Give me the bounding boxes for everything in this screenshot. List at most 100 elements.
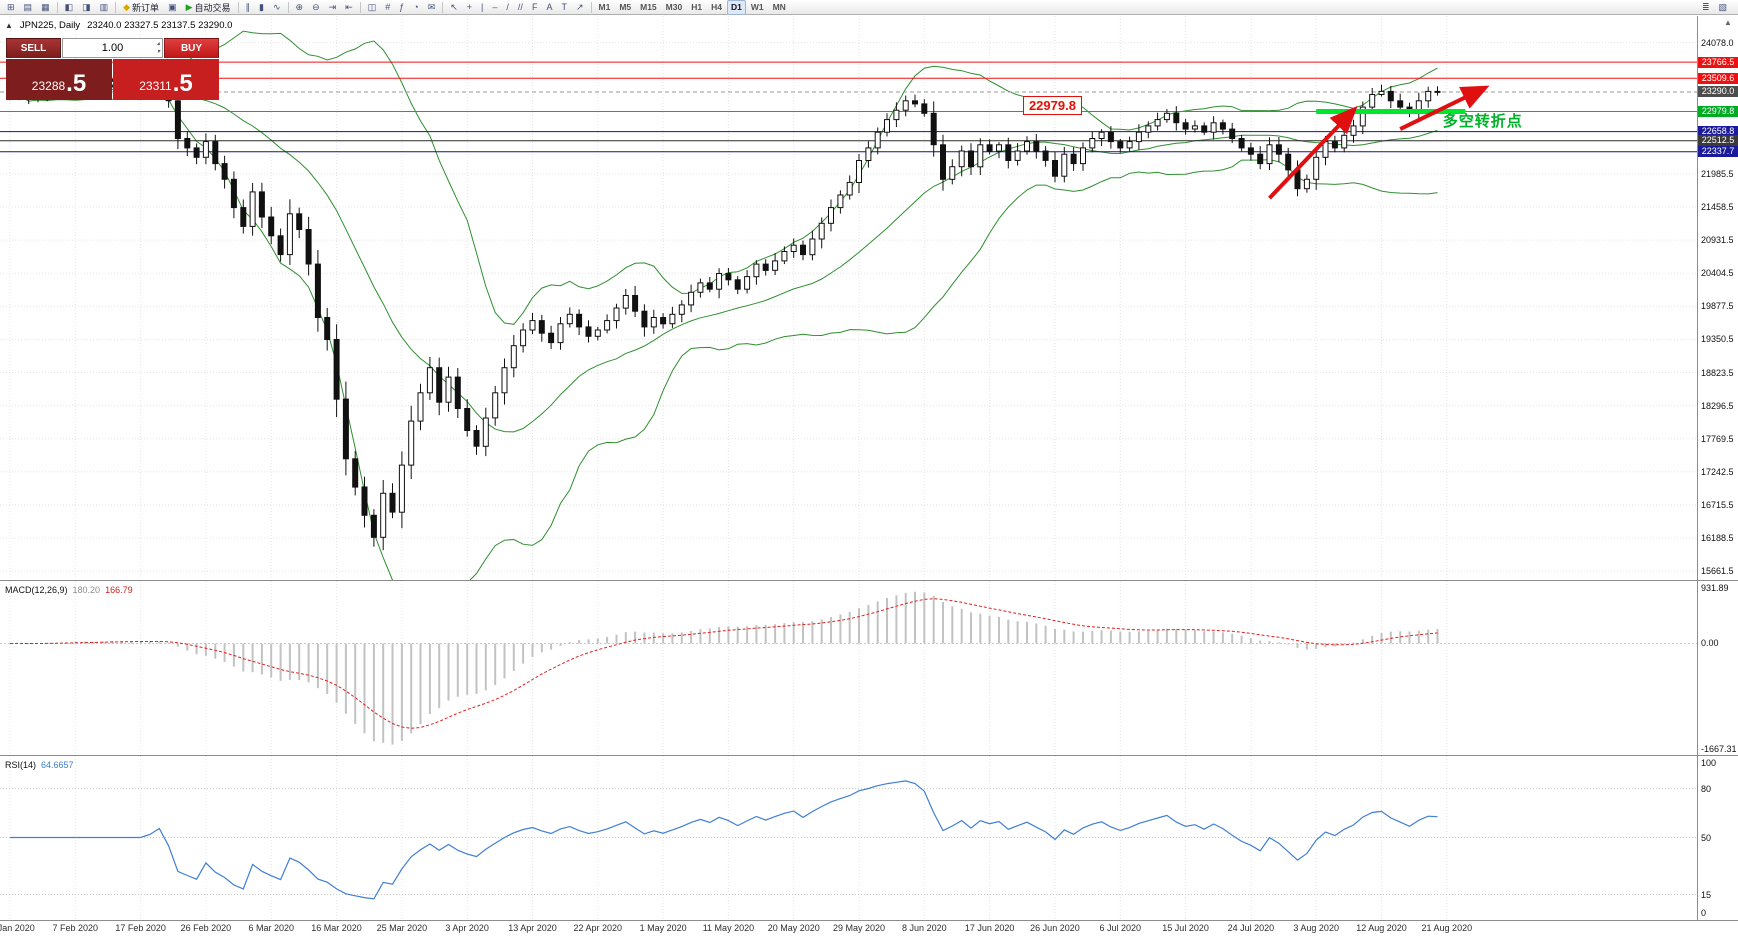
date-label: 22 Apr 2020 [573,923,623,933]
price-callout[interactable]: 22979.8 [1022,95,1082,115]
date-axis[interactable]: 29 Jan 2020 7 Feb 2020 17 Feb 2020 26 Feb 2… [0,921,1700,937]
chart-shift-button[interactable]: ⇤ [341,0,357,15]
fibonacci-button[interactable]: F [528,0,542,15]
timeframe-h4-button[interactable]: H4 [711,2,722,12]
candlestick-chart-button[interactable]: ▮ [255,0,268,15]
templates-icon: ▦ [41,1,50,12]
macd-pane-canvas[interactable] [0,581,1697,755]
trendline-button[interactable]: / [502,0,513,15]
price-tick-label: 17769.5 [1701,433,1734,444]
timeframe-mn-button[interactable]: MN [772,2,786,12]
arrow-tools-button[interactable]: ↗ [572,0,588,15]
volume-value: 1.00 [101,42,124,54]
channel-button[interactable]: // [514,0,527,15]
sell-button[interactable]: SELL [6,38,61,58]
depth-of-market-button[interactable]: ≣ [1698,0,1714,15]
timeframe-m5-button[interactable]: M5 [619,2,632,12]
price-tick-label: 19350.5 [1701,334,1734,345]
vertical-line-button[interactable]: | [477,0,487,15]
price-tick-label: 17242.5 [1701,466,1734,477]
metaeditor-icon: ▣ [168,1,177,12]
ask-price[interactable]: 23311.5 [113,59,219,100]
market-watch-button[interactable]: ◧ [61,0,78,15]
new-chart-button[interactable]: ⊞ [3,0,19,15]
scroll-up-icon[interactable]: ▲ [1724,18,1732,27]
cursor-button[interactable]: ↖ [446,0,462,15]
price-tick-label: 16188.5 [1701,533,1734,543]
date-label: 21 Aug 2020 [1421,923,1473,933]
volume-down-icon[interactable]: ▾ [156,49,160,55]
date-label: 17 Feb 2020 [115,923,166,933]
macd-name: MACD(12,26,9) [5,585,68,595]
rsi-tick-label: 50 [1701,832,1712,843]
bar-chart-button[interactable]: ∥ [242,0,255,15]
date-label: 6 Mar 2020 [248,923,294,933]
timeframe-m15-button[interactable]: M15 [640,2,657,12]
tile-windows-icon: ◫ [367,1,377,12]
strategy-tester-button[interactable]: ▧ [1714,0,1731,15]
zoom-in-button[interactable]: ⊕ [292,0,308,15]
date-label: 20 May 2020 [767,923,820,933]
date-label: 7 Feb 2020 [52,923,99,933]
volume-spinner[interactable]: ▴ ▾ [157,40,160,56]
timeframe-h1-button[interactable]: H1 [691,2,703,12]
price-tick-label: 18823.5 [1701,367,1734,378]
label-icon: T [561,2,567,12]
crosshair-button[interactable]: + [463,0,476,15]
tile-windows-button[interactable]: ◫ [364,0,381,15]
templates-button[interactable]: ▦ [37,0,54,15]
date-label: 29 May 2020 [832,923,886,933]
vertical-line-icon: | [481,2,484,12]
ask-big-digits: .5 [172,70,193,97]
buy-button[interactable]: BUY [164,38,219,58]
indicators-button[interactable]: ƒ [395,0,408,15]
price-tick-label: 24078.0 [1701,37,1734,48]
navigator-button[interactable]: ▥ [96,0,113,15]
depth-of-market-icon: ≣ [1701,1,1710,12]
new-order-button[interactable]: ◆ 新订单 [119,0,163,15]
grid-button[interactable]: # [381,0,394,15]
periods-button[interactable]: ◔ [409,0,422,15]
one-click-trading-panel: SELL 1.00 ▴ ▾ BUY 23288.5 23311.5 [6,38,219,100]
bollinger-middle-band [9,88,1438,433]
rsi-line [10,780,1438,900]
horizontal-line-button[interactable]: – [488,0,501,15]
volume-up-icon[interactable]: ▴ [156,41,160,47]
auto-scroll-button[interactable]: ⇥ [325,0,341,15]
timeframe-m30-button[interactable]: M30 [665,2,683,12]
price-chart-canvas[interactable] [0,16,1697,580]
text-button[interactable]: A [542,0,556,15]
rsi-pane-canvas[interactable] [0,756,1697,919]
horizontal-line-icon: – [492,2,498,12]
ask-main-digits: 23311 [139,79,172,93]
collapse-panel-icon[interactable]: ▲ [5,21,13,30]
timeframe-m1-button[interactable]: M1 [598,2,611,12]
turning-point-label[interactable]: 多空转折点 [1442,112,1523,130]
macd-signal-value: 166.79 [105,585,133,595]
line-chart-button[interactable]: ∿ [269,0,285,15]
alerts-button[interactable]: ✉ [424,0,440,15]
label-button[interactable]: T [557,0,571,15]
bid-price[interactable]: 23288.5 [6,59,112,100]
auto-scroll-icon: ⇥ [328,1,337,12]
price-tick-label: 18296.5 [1701,400,1734,411]
trend-arrow-1[interactable] [1268,105,1358,200]
price-tick-label: 20931.5 [1701,235,1734,246]
rsi-tick-label: 0 [1701,908,1707,918]
date-label: 8 Jun 2020 [902,923,947,933]
zoom-out-button[interactable]: ⊖ [308,0,324,15]
rsi-pane-separator[interactable] [0,755,1738,756]
macd-pane-separator[interactable] [0,580,1738,581]
market-watch-icon: ◧ [64,1,74,12]
autotrading-button[interactable]: ▶ 自动交易 [182,0,235,15]
profiles-button[interactable]: ▤ [20,0,37,15]
price-tick-label: 16715.5 [1701,499,1734,510]
timeframe-w1-button[interactable]: W1 [750,2,764,12]
data-window-button[interactable]: ◨ [78,0,95,15]
timeframe-d1-button[interactable]: D1 [726,0,746,15]
metaeditor-button[interactable]: ▣ [164,0,181,15]
arrow-tools-icon: ↗ [575,1,584,12]
trend-arrow-2[interactable] [1399,85,1490,131]
date-label: 12 Aug 2020 [1356,923,1407,933]
volume-input[interactable]: 1.00 ▴ ▾ [62,38,163,58]
